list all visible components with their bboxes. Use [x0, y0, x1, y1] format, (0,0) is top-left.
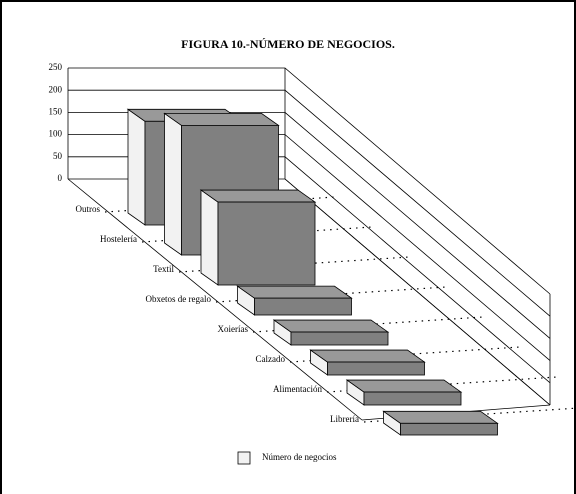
x-tick-label: Hostelería — [100, 234, 137, 244]
bar — [400, 422, 498, 436]
bar — [290, 331, 389, 346]
grid-line — [68, 89, 551, 317]
y-tick-label: 0 — [58, 173, 63, 183]
chart-title: FIGURA 10.-NÚMERO DE NEGOCIOS. — [181, 37, 395, 51]
bar — [254, 297, 352, 316]
bar — [363, 391, 462, 406]
bar-side — [127, 108, 146, 226]
bar — [217, 201, 316, 286]
y-tick-label: 50 — [53, 151, 63, 161]
grid-line — [68, 67, 551, 295]
y-tick-label: 100 — [49, 129, 63, 139]
y-tick-label: 250 — [49, 62, 63, 72]
x-tick-label: Alimentación — [273, 384, 322, 394]
x-tick-label: Obxetos de regalo — [146, 294, 212, 304]
legend-swatch — [237, 451, 251, 465]
bar-side — [164, 112, 182, 256]
y-tick-label: 200 — [49, 84, 63, 94]
bar-top — [309, 349, 426, 363]
legend-label: Número de negocios — [262, 452, 337, 462]
y-tick-label: 150 — [49, 106, 63, 116]
x-tick-label: Textil — [153, 264, 174, 274]
x-tick-label: Calzado — [256, 354, 286, 364]
bar-top — [345, 379, 463, 393]
bar-top — [199, 189, 317, 203]
bar-top — [382, 410, 499, 424]
x-tick-label: Outros — [76, 204, 101, 214]
bar-top — [272, 319, 390, 333]
bar-top — [236, 285, 353, 299]
floor-edge — [67, 178, 363, 421]
bar-side — [200, 189, 219, 286]
bar — [327, 361, 425, 376]
x-tick-label: Xoierías — [218, 324, 249, 334]
x-tick-label: Librería — [330, 414, 359, 424]
bar-top — [163, 113, 280, 126]
